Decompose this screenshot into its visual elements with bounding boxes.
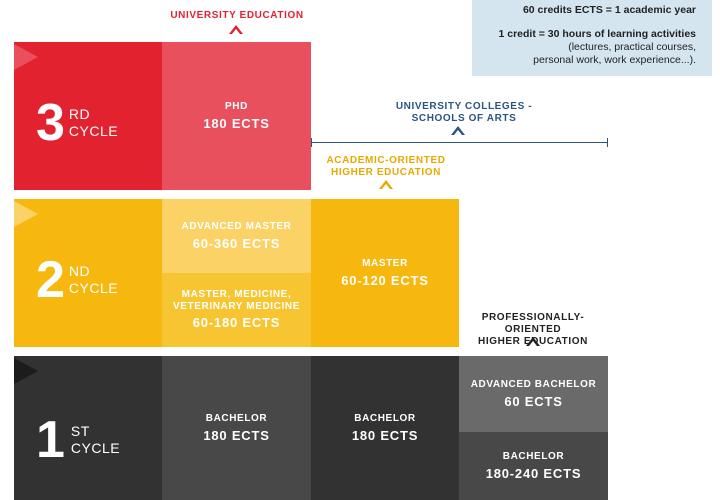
master-medicine-title-1: MASTER, MEDICINE, <box>181 289 292 300</box>
advanced-bachelor-cell: ADVANCED BACHELOR 60 ECTS <box>459 356 608 432</box>
advanced-bachelor-ects: 60 ECTS <box>504 393 563 409</box>
university-colleges-label: UNIVERSITY COLLEGES - SCHOOLS OF ARTS <box>386 101 542 125</box>
bracket-end-right <box>607 138 608 147</box>
phd-title: PHD <box>225 100 248 112</box>
second-cycle-flag-icon <box>14 201 38 227</box>
academic-oriented-line1: ACADEMIC-ORIENTED <box>326 155 446 166</box>
info-activities-1: (lectures, practical courses, <box>568 41 696 53</box>
first-cycle-heading: 1 ST CYCLE <box>36 414 120 466</box>
first-cycle-number: 1 <box>36 411 65 469</box>
second-cycle-block: 2 ND CYCLE <box>14 199 162 347</box>
third-cycle-suffix: RD <box>68 106 91 122</box>
advanced-master-title: ADVANCED MASTER <box>181 220 292 232</box>
first-cycle-flag-icon <box>14 358 38 384</box>
master-title: MASTER <box>362 257 408 269</box>
university-colleges-line1: UNIVERSITY COLLEGES - <box>395 101 533 112</box>
bachelor-professional-ects: 180-240 ECTS <box>485 465 582 481</box>
professionally-oriented-line1: PROFESSIONALLY-ORIENTED <box>481 312 585 335</box>
triangle-inner <box>528 340 537 346</box>
bracket-end-left <box>311 138 312 147</box>
academic-oriented-label: ACADEMIC-ORIENTED HIGHER EDUCATION <box>311 155 461 179</box>
second-cycle-word: CYCLE <box>68 280 119 296</box>
triangle-inner <box>381 183 390 189</box>
phd-ects: 180 ECTS <box>203 115 270 131</box>
bachelor-college-title: BACHELOR <box>354 412 416 424</box>
info-credits-year: 60 credits ECTS = 1 academic year <box>522 4 696 16</box>
triangle-inner <box>231 28 240 34</box>
master-medicine-title-2: VETERINARY MEDICINE <box>173 301 300 312</box>
advanced-master-cell: ADVANCED MASTER 60-360 ECTS <box>162 199 311 273</box>
info-activities-2: personal work, work experience...). <box>533 54 696 66</box>
second-cycle-suffix: ND <box>68 263 91 279</box>
bachelor-university-cell: BACHELOR 180 ECTS <box>162 356 311 500</box>
bachelor-professional-cell: BACHELOR 180-240 ECTS <box>459 432 608 500</box>
first-cycle-block: 1 ST CYCLE <box>14 356 162 500</box>
second-cycle-heading: 2 ND CYCLE <box>36 254 118 306</box>
triangle-inner <box>453 129 462 135</box>
first-cycle-word: CYCLE <box>70 440 121 456</box>
third-cycle-heading: 3 RD CYCLE <box>36 97 118 149</box>
university-colleges-bracket-line <box>311 142 608 143</box>
third-cycle-number: 3 <box>36 94 65 152</box>
phd-cell: PHD 180 ECTS <box>162 42 311 190</box>
bachelor-professional-title: BACHELOR <box>502 450 565 462</box>
master-medicine-ects: 60-180 ECTS <box>192 315 281 330</box>
info-credit-hours: 1 credit = 30 hours of learning activiti… <box>498 28 696 40</box>
master-cell: MASTER 60-120 ECTS <box>311 199 459 347</box>
bachelor-university-ects: 180 ECTS <box>203 427 270 443</box>
bachelor-college-ects: 180 ECTS <box>351 427 419 443</box>
third-cycle-block: 3 RD CYCLE <box>14 42 162 190</box>
bachelor-college-cell: BACHELOR 180 ECTS <box>311 356 459 500</box>
master-medicine-cell: MASTER, MEDICINE, VETERINARY MEDICINE 60… <box>162 273 311 347</box>
advanced-bachelor-title: ADVANCED BACHELOR <box>470 378 597 390</box>
bachelor-university-title: BACHELOR <box>205 412 268 424</box>
third-cycle-word: CYCLE <box>68 123 119 139</box>
master-ects: 60-120 ECTS <box>341 272 429 288</box>
info-box: 60 credits ECTS = 1 academic year 1 cred… <box>472 0 712 76</box>
second-cycle-number: 2 <box>36 251 65 309</box>
advanced-master-ects: 60-360 ECTS <box>192 235 281 251</box>
third-cycle-flag-icon <box>14 44 38 70</box>
university-colleges-line2: SCHOOLS OF ARTS <box>411 113 517 124</box>
academic-oriented-line2: HIGHER EDUCATION <box>331 167 441 178</box>
university-education-label: UNIVERSITY EDUCATION <box>170 10 304 21</box>
first-cycle-suffix: ST <box>70 423 90 439</box>
